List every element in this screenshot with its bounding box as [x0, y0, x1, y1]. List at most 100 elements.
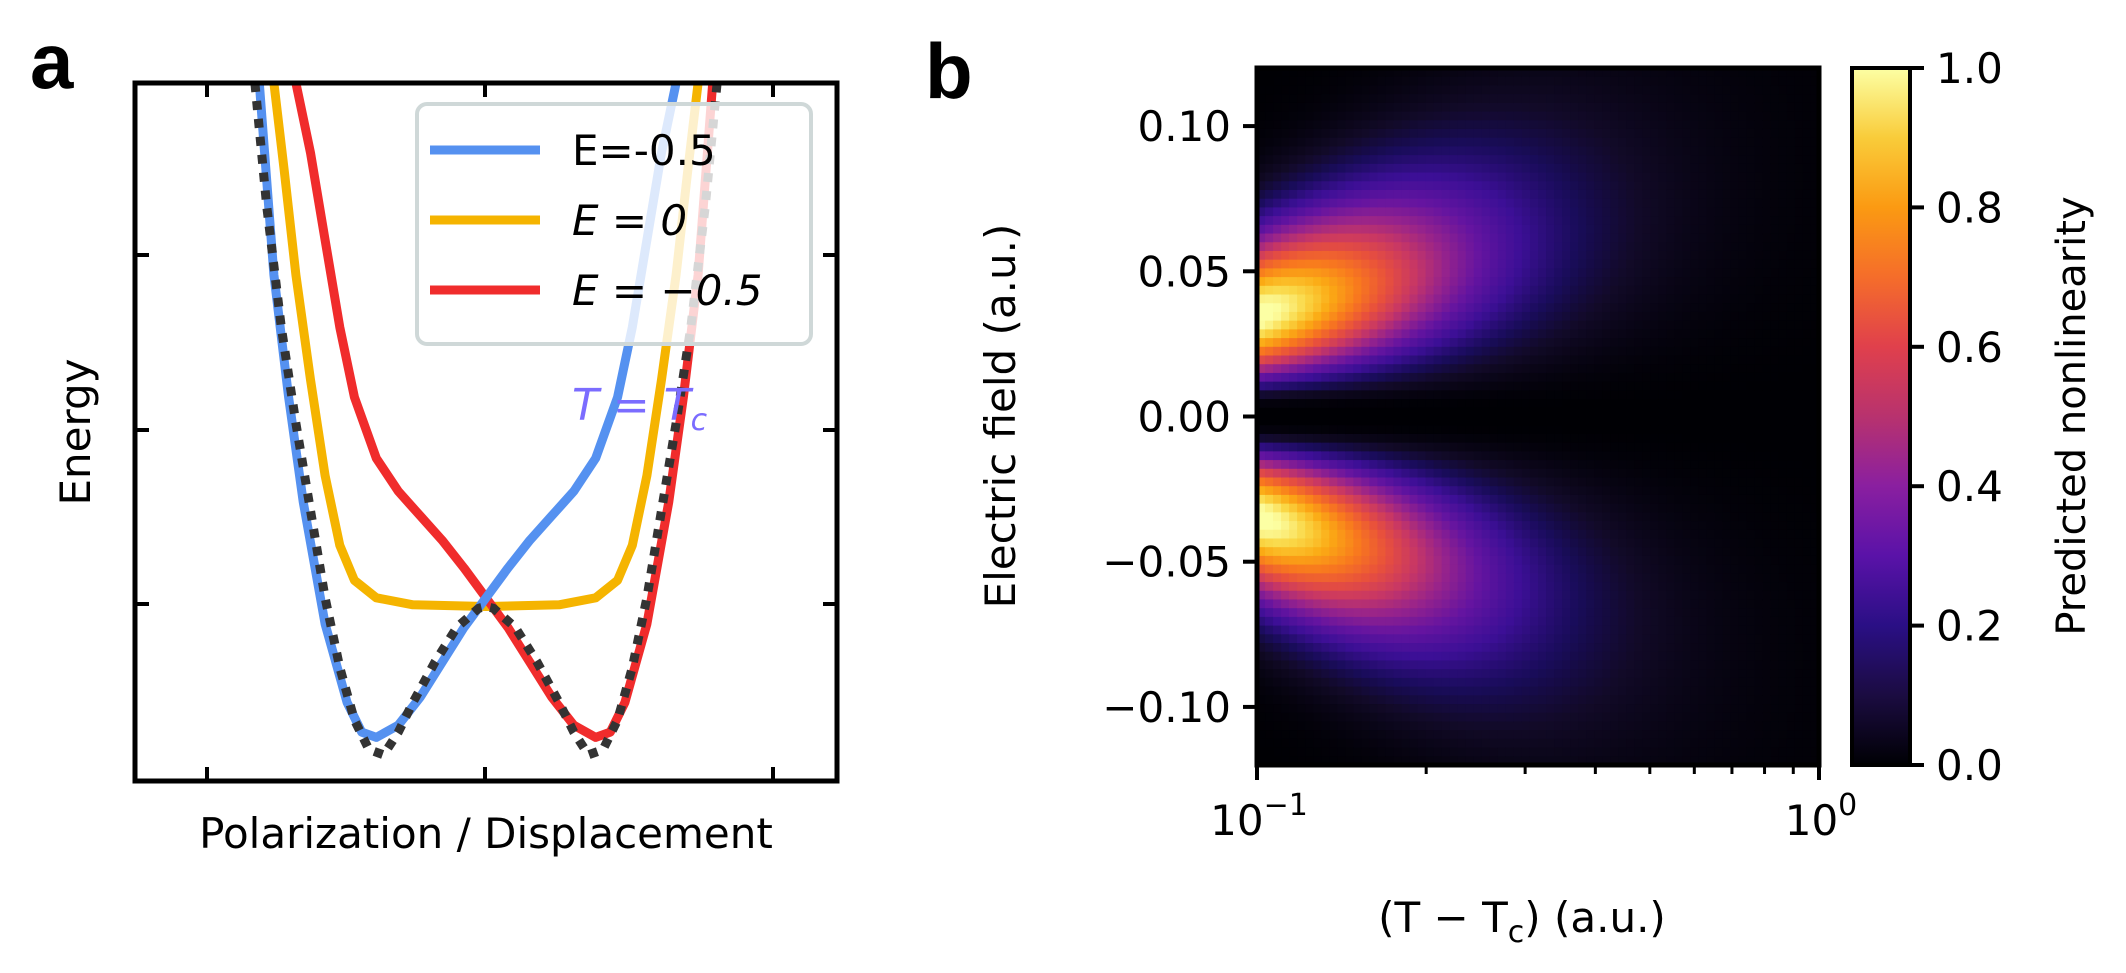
heatmap-cell [1730, 102, 1740, 113]
heatmap-cell [1722, 599, 1732, 609]
heatmap-cell [1570, 651, 1579, 662]
heatmap-cell [1538, 85, 1547, 95]
heatmap-cell [1473, 268, 1483, 278]
heatmap-cell [1538, 355, 1547, 365]
heatmap-cell [1738, 242, 1748, 252]
heatmap-cell [1626, 111, 1635, 121]
heatmap-cell [1481, 268, 1491, 278]
heatmap-cell [1722, 259, 1732, 269]
heatmap-cell [1505, 712, 1515, 723]
heatmap-cell [1273, 634, 1282, 644]
heatmap-cell [1618, 146, 1627, 156]
heatmap-cell [1666, 704, 1676, 714]
heatmap-cell [1273, 521, 1282, 531]
heatmap-cell [1393, 695, 1403, 705]
heatmap-cell [1289, 390, 1298, 400]
heatmap-cell [1337, 738, 1346, 749]
heatmap-cell [1297, 512, 1306, 522]
heatmap-cell [1513, 738, 1523, 749]
heatmap-cell [1377, 521, 1387, 531]
heatmap-cell [1257, 250, 1266, 261]
heatmap-cell [1529, 451, 1539, 461]
heatmap-cell [1618, 451, 1627, 461]
heatmap-cell [1281, 503, 1290, 513]
heatmap-cell [1385, 538, 1395, 548]
heatmap-cell [1586, 425, 1595, 435]
heatmap-cell [1529, 390, 1539, 400]
heatmap-cell [1497, 503, 1507, 513]
heatmap-cell [1417, 512, 1427, 522]
heatmap-cell [1706, 277, 1716, 287]
heatmap-cell [1546, 407, 1555, 418]
heatmap-cell [1489, 738, 1499, 749]
heatmap-cell [1634, 355, 1643, 365]
heatmap-cell [1698, 68, 1708, 78]
heatmap-cell [1297, 285, 1306, 296]
heatmap-cell [1634, 207, 1643, 217]
heatmap-cell [1353, 311, 1362, 322]
heatmap-cell [1529, 669, 1539, 679]
heatmap-cell [1610, 346, 1619, 357]
heatmap-cell [1369, 695, 1379, 705]
heatmap-cell [1706, 747, 1716, 757]
heatmap-cell [1313, 738, 1322, 749]
heatmap-cell [1425, 651, 1435, 662]
heatmap-cell [1337, 76, 1346, 87]
heatmap-cell [1449, 555, 1459, 566]
heatmap-cell [1562, 660, 1571, 670]
heatmap-cell [1562, 738, 1571, 749]
heatmap-cell [1425, 242, 1435, 252]
heatmap-cell [1321, 486, 1330, 496]
heatmap-cell [1353, 555, 1362, 566]
heatmap-cell [1457, 364, 1467, 374]
heatmap-cell [1738, 76, 1748, 87]
heatmap-cell [1714, 172, 1724, 182]
heatmap-cell [1401, 207, 1411, 217]
heatmap-cell [1313, 695, 1322, 705]
heatmap-cell [1538, 224, 1547, 235]
heatmap-cell [1674, 521, 1684, 531]
heatmap-cell [1538, 669, 1547, 679]
heatmap-cell [1538, 163, 1547, 174]
heatmap-cell [1289, 425, 1298, 435]
heatmap-cell [1441, 494, 1451, 505]
heatmap-cell [1385, 163, 1395, 174]
heatmap-cell [1730, 564, 1740, 574]
heatmap-cell [1586, 712, 1595, 723]
heatmap-cell [1714, 76, 1724, 87]
heatmap-cell [1353, 669, 1362, 679]
heatmap-cell [1257, 442, 1266, 452]
heatmap-cell [1449, 564, 1459, 574]
heatmap-cell [1313, 303, 1322, 313]
heatmap-cell [1730, 181, 1740, 191]
heatmap-cell [1602, 250, 1611, 261]
series-line-2 [291, 83, 718, 742]
heatmap-cell [1618, 686, 1627, 696]
heatmap-cell [1489, 494, 1499, 505]
heatmap-cell [1425, 390, 1435, 400]
heatmap-cell [1489, 686, 1499, 696]
heatmap-cell [1730, 547, 1740, 557]
heatmap-cell [1329, 303, 1338, 313]
heatmap-cell [1730, 747, 1740, 757]
heatmap-cell [1642, 660, 1651, 670]
heatmap-cell [1602, 198, 1611, 208]
heatmap-cell [1297, 521, 1306, 531]
heatmap-cell [1297, 346, 1306, 357]
heatmap-cell [1658, 128, 1668, 139]
heatmap-cell [1594, 686, 1603, 696]
heatmap-cell [1297, 381, 1306, 391]
heatmap-cell [1265, 268, 1274, 278]
heatmap-cell [1457, 494, 1467, 505]
heatmap-cell [1281, 372, 1290, 383]
heatmap-cell [1473, 460, 1483, 470]
heatmap-cell [1409, 181, 1419, 191]
heatmap-cell [1521, 660, 1531, 670]
heatmap-cell [1666, 712, 1676, 723]
heatmap-cell [1481, 573, 1491, 583]
heatmap-cell [1273, 503, 1282, 513]
heatmap-cell [1746, 303, 1756, 313]
heatmap-cell [1481, 547, 1491, 557]
heatmap-cell [1529, 277, 1539, 287]
heatmap-cell [1626, 381, 1635, 391]
